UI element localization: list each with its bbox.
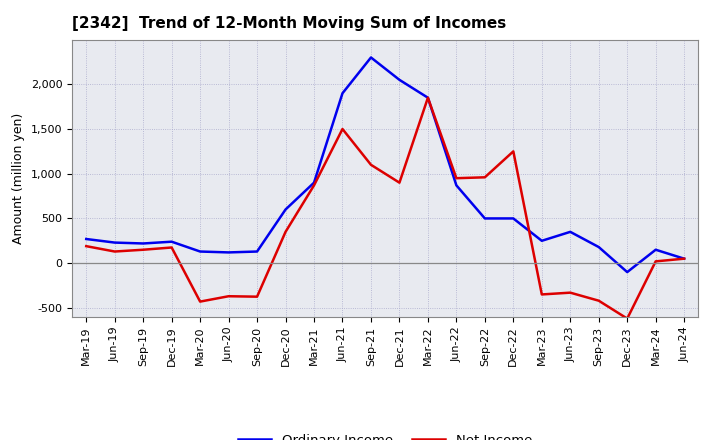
Net Income — [423, 95, 432, 100]
Ordinary Income — [82, 236, 91, 242]
Net Income — [452, 176, 461, 181]
Ordinary Income — [452, 183, 461, 188]
Ordinary Income — [225, 250, 233, 255]
Ordinary Income — [395, 77, 404, 82]
Ordinary Income — [509, 216, 518, 221]
Net Income — [338, 126, 347, 132]
Ordinary Income — [652, 247, 660, 253]
Net Income — [282, 229, 290, 235]
Line: Net Income: Net Income — [86, 98, 684, 319]
Net Income — [253, 294, 261, 299]
Ordinary Income — [338, 91, 347, 96]
Net Income — [167, 245, 176, 250]
Ordinary Income — [253, 249, 261, 254]
Net Income — [310, 183, 318, 188]
Ordinary Income — [110, 240, 119, 245]
Net Income — [139, 247, 148, 253]
Ordinary Income — [282, 207, 290, 212]
Ordinary Income — [595, 244, 603, 249]
Ordinary Income — [537, 238, 546, 243]
Legend: Ordinary Income, Net Income: Ordinary Income, Net Income — [233, 429, 538, 440]
Ordinary Income — [139, 241, 148, 246]
Net Income — [652, 259, 660, 264]
Ordinary Income — [366, 55, 375, 60]
Line: Ordinary Income: Ordinary Income — [86, 58, 684, 272]
Net Income — [480, 175, 489, 180]
Net Income — [680, 256, 688, 261]
Ordinary Income — [310, 180, 318, 185]
Ordinary Income — [566, 229, 575, 235]
Y-axis label: Amount (million yen): Amount (million yen) — [12, 113, 25, 244]
Net Income — [566, 290, 575, 295]
Net Income — [225, 293, 233, 299]
Net Income — [395, 180, 404, 185]
Net Income — [196, 299, 204, 304]
Ordinary Income — [623, 269, 631, 275]
Net Income — [623, 316, 631, 321]
Text: [2342]  Trend of 12-Month Moving Sum of Incomes: [2342] Trend of 12-Month Moving Sum of I… — [72, 16, 506, 32]
Net Income — [110, 249, 119, 254]
Net Income — [509, 149, 518, 154]
Ordinary Income — [196, 249, 204, 254]
Ordinary Income — [480, 216, 489, 221]
Ordinary Income — [423, 95, 432, 100]
Ordinary Income — [167, 239, 176, 244]
Net Income — [595, 298, 603, 303]
Ordinary Income — [680, 256, 688, 261]
Net Income — [537, 292, 546, 297]
Net Income — [366, 162, 375, 168]
Net Income — [82, 243, 91, 249]
